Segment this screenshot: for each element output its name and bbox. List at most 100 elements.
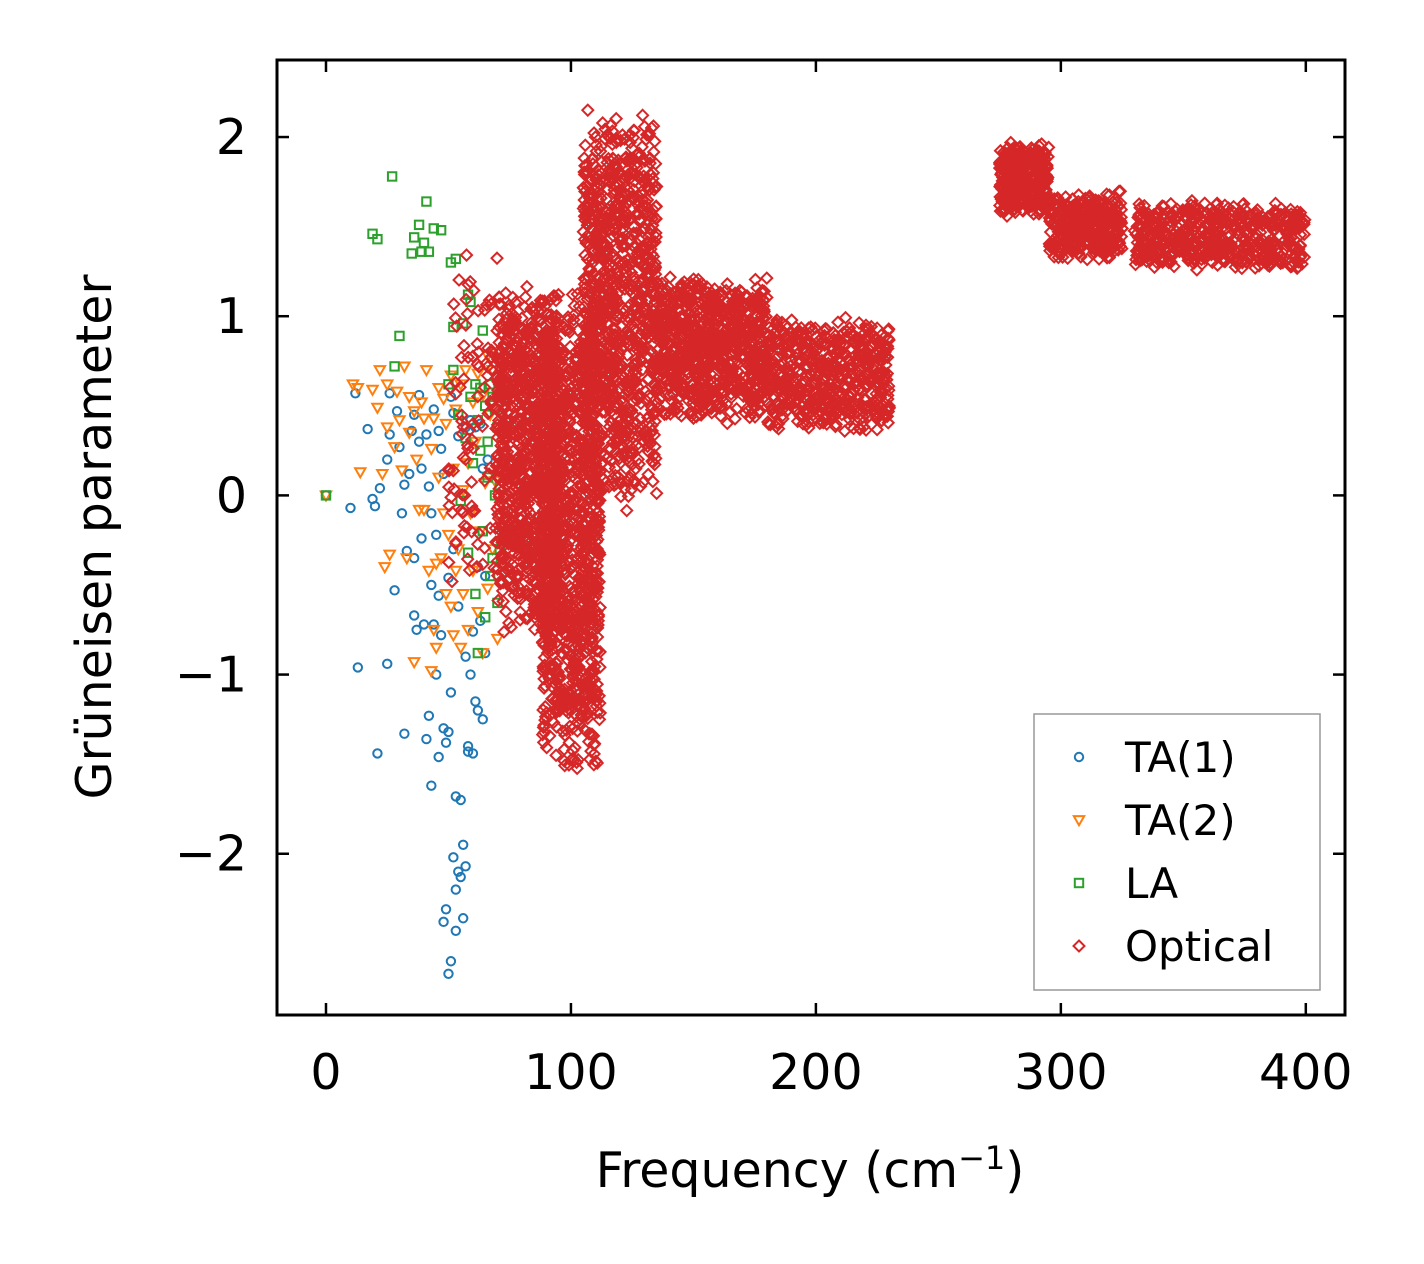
data-point <box>517 497 532 512</box>
data-point <box>706 320 721 335</box>
data-point <box>491 387 506 401</box>
data-point <box>634 293 649 308</box>
data-point <box>596 482 611 497</box>
data-point <box>603 338 618 353</box>
data-point <box>677 309 692 324</box>
data-point <box>546 564 561 579</box>
data-point <box>653 286 668 301</box>
data-point <box>643 253 658 268</box>
data-point <box>428 223 439 234</box>
data-point <box>392 415 407 428</box>
data-point <box>633 352 648 367</box>
data-point <box>443 601 458 614</box>
data-point <box>603 131 617 146</box>
data-point <box>490 554 505 569</box>
data-point <box>727 315 742 329</box>
data-point <box>684 313 699 328</box>
data-point <box>413 219 425 231</box>
data-point <box>500 451 515 466</box>
data-point <box>607 183 622 197</box>
data-point <box>595 428 610 443</box>
data-point <box>837 362 852 377</box>
data-point <box>618 304 632 318</box>
data-point <box>564 560 579 574</box>
data-point <box>536 635 551 650</box>
data-point <box>550 468 564 483</box>
data-point <box>829 359 844 374</box>
data-point <box>535 375 549 390</box>
data-point <box>620 348 635 363</box>
data-point <box>596 280 611 295</box>
data-point <box>467 748 479 759</box>
data-point <box>460 861 471 872</box>
data-point <box>480 583 495 596</box>
data-point <box>624 279 639 294</box>
data-point <box>623 128 638 142</box>
data-point <box>742 410 757 425</box>
data-point <box>642 208 657 222</box>
data-point <box>733 381 748 396</box>
data-point <box>605 391 619 406</box>
data-point <box>589 418 604 433</box>
data-point <box>586 201 601 216</box>
data-point <box>613 357 627 372</box>
data-point <box>500 383 515 398</box>
data-point <box>587 747 602 761</box>
data-point <box>570 287 585 302</box>
data-point <box>628 322 643 337</box>
data-point <box>440 904 452 915</box>
data-point <box>880 350 895 365</box>
data-point <box>650 383 665 398</box>
data-point <box>757 304 772 319</box>
data-point <box>552 422 567 437</box>
data-point <box>614 231 628 246</box>
data-point <box>457 338 471 353</box>
data-point <box>543 381 558 396</box>
data-point <box>715 327 730 342</box>
data-point <box>549 441 564 456</box>
data-point <box>443 726 454 738</box>
data-point <box>588 584 602 598</box>
data-point <box>442 463 456 478</box>
data-point <box>609 252 624 267</box>
data-point <box>424 666 439 679</box>
data-point <box>497 340 512 354</box>
data-point <box>715 350 730 365</box>
data-point <box>448 852 459 863</box>
data-point <box>859 423 873 437</box>
data-point <box>829 417 844 432</box>
data-point <box>688 342 703 357</box>
data-point <box>566 516 581 531</box>
data-point <box>628 368 643 383</box>
data-point <box>704 286 719 300</box>
data-point <box>576 531 590 546</box>
data-point <box>520 502 535 516</box>
data-point <box>537 671 552 686</box>
data-point <box>431 382 446 396</box>
data-point <box>530 322 545 337</box>
data-point <box>791 364 806 379</box>
data-point <box>767 360 782 375</box>
data-point <box>504 530 518 545</box>
data-point <box>787 362 802 377</box>
data-point <box>507 588 522 603</box>
data-point <box>590 336 605 351</box>
data-point <box>551 287 566 302</box>
data-point <box>539 347 554 362</box>
data-point <box>543 500 558 515</box>
data-point <box>649 318 664 333</box>
data-point <box>680 285 695 300</box>
data-point <box>577 686 592 701</box>
data-point <box>558 473 573 488</box>
data-point <box>646 455 660 470</box>
data-point <box>578 213 593 228</box>
data-point <box>520 532 535 547</box>
data-point <box>563 485 578 500</box>
data-point <box>545 679 559 694</box>
data-point <box>589 694 604 709</box>
data-point <box>470 336 485 351</box>
data-point <box>703 387 718 402</box>
data-point <box>396 508 408 519</box>
data-point <box>543 658 558 673</box>
